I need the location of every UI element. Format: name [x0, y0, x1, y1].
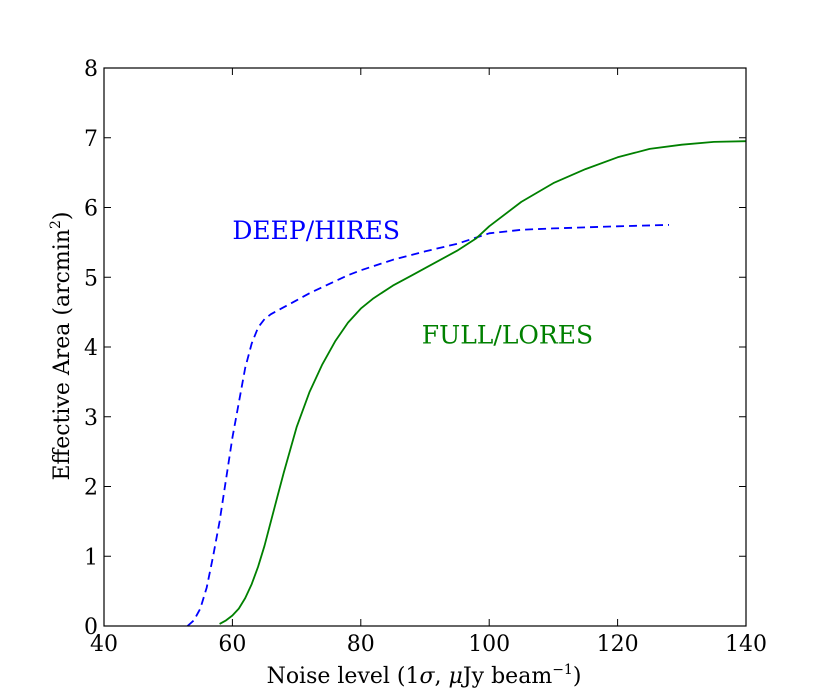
x-tick-label: 80: [347, 632, 375, 657]
tick-labels: 40 60 80 100 120 140 0 1 2 3 4 5 6 7 8: [84, 57, 767, 657]
x-tick-label: 100: [468, 632, 510, 657]
y-tick-label: 6: [84, 197, 98, 222]
y-tick-label: 3: [84, 406, 98, 431]
y-tick-label: 7: [84, 127, 98, 152]
y-tick-label: 0: [84, 615, 98, 640]
y-tick-label: 1: [84, 545, 98, 570]
y-tick-label: 5: [84, 266, 98, 291]
y-tick-label: 4: [84, 336, 98, 361]
x-tick-label: 120: [597, 632, 639, 657]
x-tick-label: 140: [725, 632, 767, 657]
annotation-1: DEEP/HIRES: [232, 216, 400, 245]
x-tick-label: 60: [218, 632, 246, 657]
series-line-2: [219, 140, 747, 625]
annotations: DEEP/HIRES FULL/LORES: [232, 216, 593, 350]
annotation-2: FULL/LORES: [422, 321, 593, 350]
axis-ticks: [103, 67, 747, 627]
y-tick-label: 8: [84, 57, 98, 82]
chart-marks: [186, 140, 747, 627]
series-line-1: [186, 224, 670, 627]
y-axis-label: Effective Area (arcmin2): [48, 211, 75, 480]
x-axis-label: Noise level (1σ, μJy beam−1): [267, 662, 582, 689]
x-tick-label: 40: [90, 632, 118, 657]
y-tick-label: 2: [84, 476, 98, 501]
